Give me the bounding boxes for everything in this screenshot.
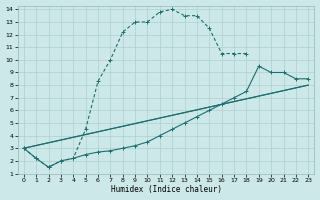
X-axis label: Humidex (Indice chaleur): Humidex (Indice chaleur) — [110, 185, 221, 194]
